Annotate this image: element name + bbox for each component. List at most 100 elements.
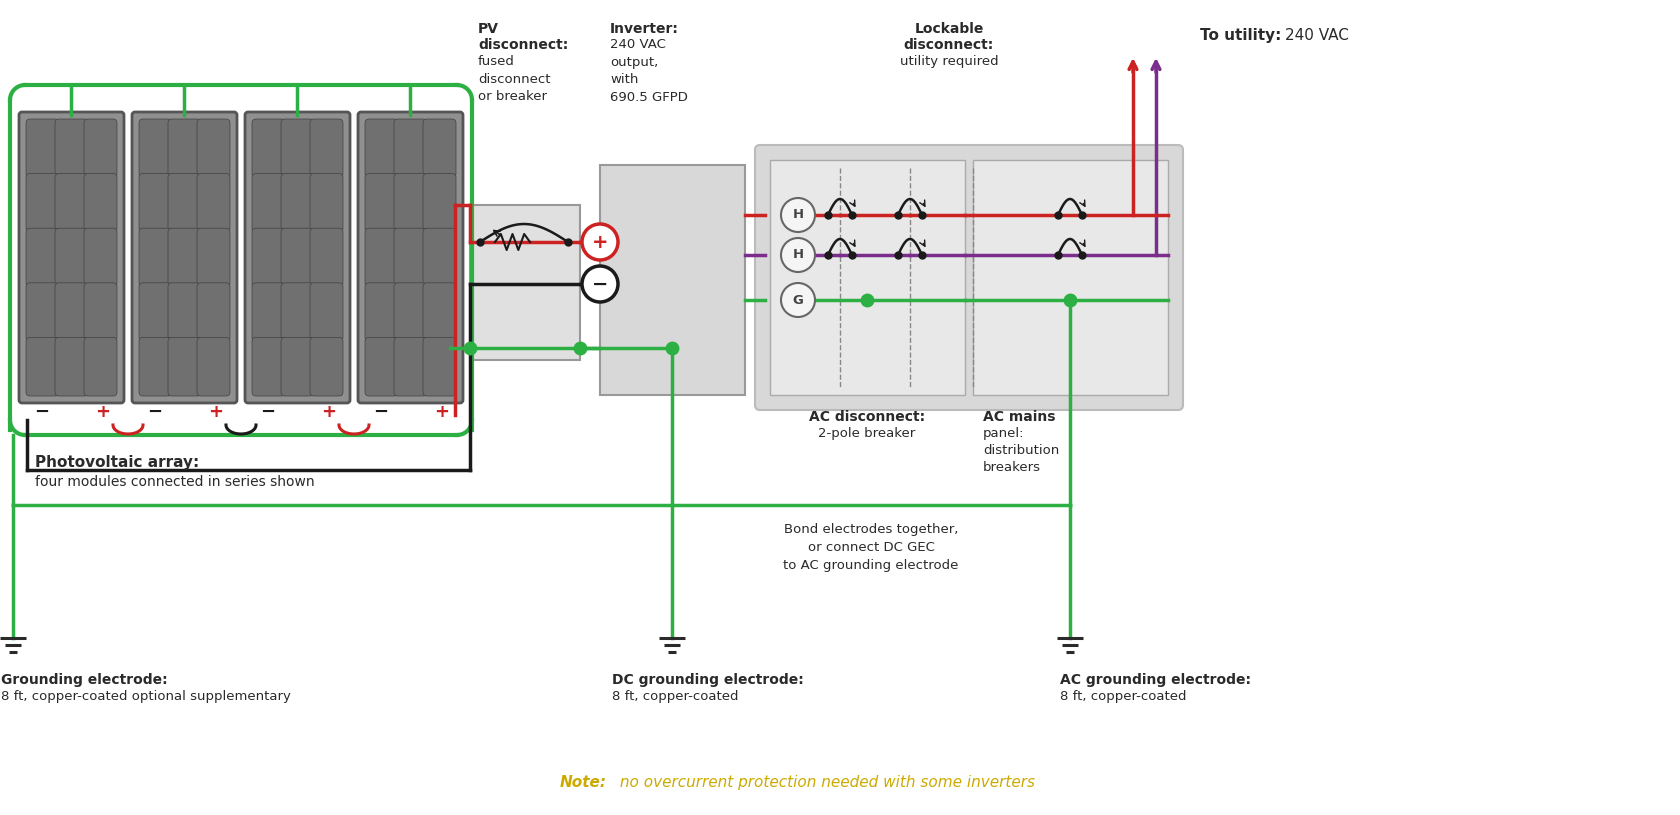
FancyBboxPatch shape bbox=[55, 174, 87, 232]
Text: −: − bbox=[148, 403, 163, 421]
FancyBboxPatch shape bbox=[393, 119, 427, 178]
Text: AC mains: AC mains bbox=[983, 410, 1055, 424]
FancyBboxPatch shape bbox=[423, 174, 455, 232]
FancyBboxPatch shape bbox=[168, 228, 202, 287]
FancyBboxPatch shape bbox=[25, 174, 59, 232]
Text: Note:: Note: bbox=[559, 775, 606, 790]
FancyBboxPatch shape bbox=[133, 112, 237, 403]
Text: disconnect:: disconnect: bbox=[477, 38, 568, 52]
FancyBboxPatch shape bbox=[168, 174, 202, 232]
FancyBboxPatch shape bbox=[84, 337, 118, 396]
FancyBboxPatch shape bbox=[197, 174, 230, 232]
FancyBboxPatch shape bbox=[973, 160, 1168, 395]
FancyBboxPatch shape bbox=[139, 283, 171, 341]
Text: 8 ft, copper-coated optional supplementary: 8 ft, copper-coated optional supplementa… bbox=[2, 690, 291, 703]
Text: 2-pole breaker: 2-pole breaker bbox=[818, 427, 916, 440]
Text: To utility:: To utility: bbox=[1200, 28, 1280, 42]
FancyBboxPatch shape bbox=[139, 228, 171, 287]
Text: Photovoltaic array:: Photovoltaic array: bbox=[35, 455, 200, 470]
Text: disconnect:: disconnect: bbox=[904, 38, 993, 52]
Text: no overcurrent protection needed with some inverters: no overcurrent protection needed with so… bbox=[615, 775, 1035, 790]
FancyBboxPatch shape bbox=[252, 228, 286, 287]
FancyBboxPatch shape bbox=[393, 283, 427, 341]
Text: Bond electrodes together,
or connect DC GEC
to AC grounding electrode: Bond electrodes together, or connect DC … bbox=[783, 523, 958, 572]
FancyBboxPatch shape bbox=[18, 112, 124, 403]
FancyBboxPatch shape bbox=[84, 174, 118, 232]
Text: H: H bbox=[791, 249, 803, 262]
FancyBboxPatch shape bbox=[281, 119, 314, 178]
FancyBboxPatch shape bbox=[25, 119, 59, 178]
FancyBboxPatch shape bbox=[423, 119, 455, 178]
FancyBboxPatch shape bbox=[168, 119, 202, 178]
FancyBboxPatch shape bbox=[365, 228, 398, 287]
FancyBboxPatch shape bbox=[365, 119, 398, 178]
FancyBboxPatch shape bbox=[84, 119, 118, 178]
Text: −: − bbox=[373, 403, 388, 421]
FancyBboxPatch shape bbox=[470, 205, 580, 360]
Text: 240 VAC
output,
with
690.5 GFPD: 240 VAC output, with 690.5 GFPD bbox=[610, 38, 687, 104]
FancyBboxPatch shape bbox=[365, 174, 398, 232]
FancyBboxPatch shape bbox=[25, 337, 59, 396]
Text: −: − bbox=[260, 403, 276, 421]
FancyBboxPatch shape bbox=[55, 228, 87, 287]
Text: 8 ft, copper-coated: 8 ft, copper-coated bbox=[612, 690, 738, 703]
FancyBboxPatch shape bbox=[55, 283, 87, 341]
Text: fused
disconnect
or breaker: fused disconnect or breaker bbox=[477, 55, 549, 103]
FancyBboxPatch shape bbox=[281, 174, 314, 232]
Text: 8 ft, copper-coated: 8 ft, copper-coated bbox=[1060, 690, 1186, 703]
Text: G: G bbox=[791, 293, 803, 306]
FancyBboxPatch shape bbox=[309, 283, 343, 341]
Text: −: − bbox=[34, 403, 49, 421]
FancyBboxPatch shape bbox=[55, 337, 87, 396]
FancyBboxPatch shape bbox=[309, 228, 343, 287]
Text: +: + bbox=[591, 232, 608, 252]
Text: Lockable: Lockable bbox=[914, 22, 983, 36]
FancyBboxPatch shape bbox=[252, 337, 286, 396]
Text: −: − bbox=[591, 275, 608, 293]
Text: +: + bbox=[208, 403, 223, 421]
FancyBboxPatch shape bbox=[55, 119, 87, 178]
FancyBboxPatch shape bbox=[423, 283, 455, 341]
FancyBboxPatch shape bbox=[139, 337, 171, 396]
FancyBboxPatch shape bbox=[197, 283, 230, 341]
FancyBboxPatch shape bbox=[281, 228, 314, 287]
Circle shape bbox=[581, 224, 618, 260]
FancyBboxPatch shape bbox=[393, 337, 427, 396]
FancyBboxPatch shape bbox=[252, 283, 286, 341]
FancyBboxPatch shape bbox=[252, 174, 286, 232]
Text: utility required: utility required bbox=[899, 55, 998, 68]
FancyBboxPatch shape bbox=[168, 283, 202, 341]
FancyBboxPatch shape bbox=[754, 145, 1183, 410]
Text: H: H bbox=[791, 209, 803, 222]
Circle shape bbox=[781, 283, 815, 317]
Text: AC disconnect:: AC disconnect: bbox=[808, 410, 924, 424]
FancyBboxPatch shape bbox=[197, 119, 230, 178]
FancyBboxPatch shape bbox=[309, 337, 343, 396]
Text: four modules connected in series shown: four modules connected in series shown bbox=[35, 475, 314, 489]
Circle shape bbox=[781, 198, 815, 232]
Text: Inverter:: Inverter: bbox=[610, 22, 679, 36]
FancyBboxPatch shape bbox=[358, 112, 462, 403]
FancyBboxPatch shape bbox=[365, 283, 398, 341]
FancyBboxPatch shape bbox=[252, 119, 286, 178]
Text: AC grounding electrode:: AC grounding electrode: bbox=[1060, 673, 1250, 687]
FancyBboxPatch shape bbox=[393, 174, 427, 232]
Text: DC grounding electrode:: DC grounding electrode: bbox=[612, 673, 803, 687]
Text: +: + bbox=[321, 403, 336, 421]
Text: Grounding electrode:: Grounding electrode: bbox=[2, 673, 168, 687]
FancyBboxPatch shape bbox=[84, 228, 118, 287]
FancyBboxPatch shape bbox=[139, 174, 171, 232]
Circle shape bbox=[581, 266, 618, 302]
Text: +: + bbox=[433, 403, 449, 421]
FancyBboxPatch shape bbox=[197, 228, 230, 287]
FancyBboxPatch shape bbox=[769, 160, 964, 395]
FancyBboxPatch shape bbox=[309, 119, 343, 178]
Circle shape bbox=[781, 238, 815, 272]
FancyBboxPatch shape bbox=[139, 119, 171, 178]
FancyBboxPatch shape bbox=[365, 337, 398, 396]
Text: panel:
distribution
breakers: panel: distribution breakers bbox=[983, 427, 1058, 474]
FancyBboxPatch shape bbox=[25, 228, 59, 287]
FancyBboxPatch shape bbox=[197, 337, 230, 396]
Text: +: + bbox=[96, 403, 111, 421]
FancyBboxPatch shape bbox=[84, 283, 118, 341]
